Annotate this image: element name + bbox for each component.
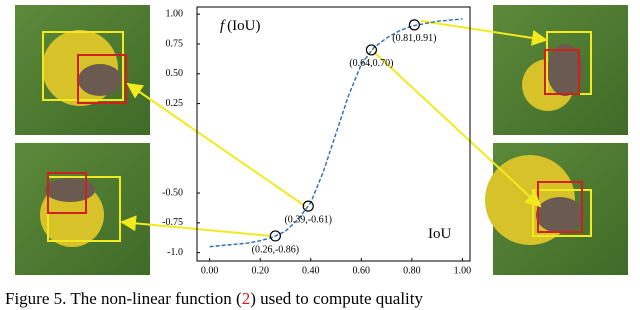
caption-text: ) used to compute quality [250,289,423,308]
point-label: (0.81,0.91) [392,33,436,44]
caption: Figure 5. The non-linear function (2) us… [5,289,423,308]
y-tick-label: -1.0 [167,247,183,258]
plot-frame [196,6,471,262]
x-tick-label: 0.00 [201,265,219,276]
y-axis-symbol: f [220,18,226,34]
point-label: (0.39,-0.61) [284,214,332,225]
arrow [420,20,548,46]
x-tick-label: 0.60 [353,265,371,276]
x-tick-label: 0.80 [403,265,421,276]
arrow [126,82,306,207]
y-tick-label: -0.75 [162,217,183,228]
x-tick-label: 0.20 [251,265,269,276]
y-tick-label: -0.50 [162,187,183,198]
x-tick-label: 1.00 [454,265,472,276]
caption-ref[interactable]: 2 [242,289,251,308]
arrow [373,51,542,208]
point-marker [269,230,281,242]
photo-top-left [15,5,150,135]
point-marker [365,44,378,56]
arrows [120,20,548,237]
y-axis-label: f (IoU) [220,18,261,34]
point-marker [302,200,314,212]
point-label: (0.26,-0.86) [252,244,300,255]
photo-top-right [493,5,628,135]
photo-bottom-left [15,143,150,275]
y-tick-label: 0.75 [166,38,184,49]
x-axis-label: IoU [428,226,451,242]
photo-bottom-right [485,143,628,275]
y-axis-text: (IoU) [227,18,260,34]
x-tick-label: 0.40 [302,265,320,276]
y-tick-label: 1.00 [166,8,184,19]
y-tick-label: 0.50 [166,68,184,79]
point-marker [408,19,420,31]
y-tick-label: 0.25 [166,98,184,109]
curve [209,18,463,248]
caption-text: Figure 5. The non-linear function ( [5,289,242,308]
point-label: (0.64,0.70) [349,58,393,69]
